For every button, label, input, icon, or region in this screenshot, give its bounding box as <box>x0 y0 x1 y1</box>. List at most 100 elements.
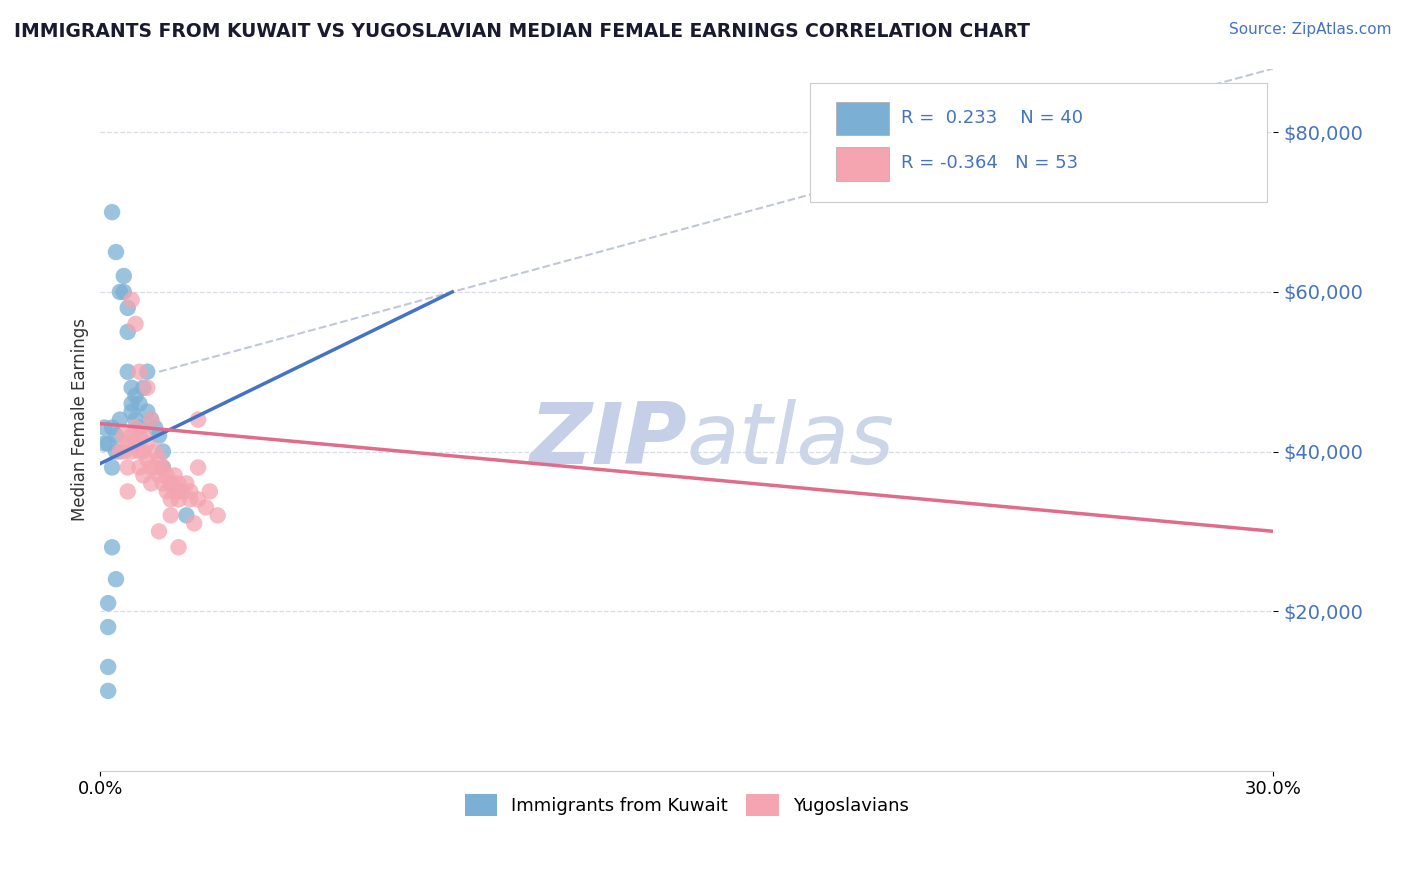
Point <box>159 508 181 523</box>
Point <box>121 428 143 442</box>
Point <box>152 460 174 475</box>
Point <box>136 381 159 395</box>
Point <box>121 397 143 411</box>
Point <box>156 484 179 499</box>
Point <box>101 205 124 219</box>
Point <box>121 381 143 395</box>
Point <box>194 500 217 515</box>
Point <box>112 444 135 458</box>
Point <box>132 468 155 483</box>
Point <box>128 428 150 442</box>
Point <box>124 412 146 426</box>
Text: Source: ZipAtlas.com: Source: ZipAtlas.com <box>1229 22 1392 37</box>
Point <box>143 460 166 475</box>
Point <box>141 460 163 475</box>
Point <box>112 428 135 442</box>
Point <box>159 476 181 491</box>
Point <box>101 420 124 434</box>
Point <box>108 444 131 458</box>
Point <box>128 460 150 475</box>
Point <box>97 436 120 450</box>
Point <box>136 452 159 467</box>
Point <box>167 476 190 491</box>
Point <box>187 492 209 507</box>
Point <box>101 460 124 475</box>
Text: ZIP: ZIP <box>529 400 686 483</box>
Text: R =  0.233    N = 40: R = 0.233 N = 40 <box>901 109 1084 127</box>
Point <box>198 484 221 499</box>
Point <box>112 285 135 299</box>
Point <box>172 484 194 499</box>
Point <box>136 404 159 418</box>
Text: IMMIGRANTS FROM KUWAIT VS YUGOSLAVIAN MEDIAN FEMALE EARNINGS CORRELATION CHART: IMMIGRANTS FROM KUWAIT VS YUGOSLAVIAN ME… <box>14 22 1031 41</box>
Point <box>104 428 127 442</box>
Point <box>187 460 209 475</box>
Point <box>112 268 135 283</box>
Point <box>159 476 181 491</box>
Point <box>117 325 139 339</box>
Point <box>148 524 170 539</box>
Point <box>179 492 201 507</box>
Point <box>104 245 127 260</box>
Point <box>97 660 120 674</box>
Point <box>101 541 124 555</box>
Point <box>132 444 155 458</box>
Point <box>117 436 139 450</box>
Point <box>187 412 209 426</box>
Point <box>141 412 163 426</box>
Point <box>152 444 174 458</box>
Point <box>179 484 201 499</box>
Point <box>108 412 131 426</box>
Point <box>136 436 159 450</box>
Point <box>128 444 150 458</box>
Y-axis label: Median Female Earnings: Median Female Earnings <box>72 318 89 521</box>
FancyBboxPatch shape <box>835 147 889 181</box>
Point <box>93 436 115 450</box>
Point <box>159 492 181 507</box>
Point <box>104 444 127 458</box>
Point <box>207 508 229 523</box>
Point <box>104 572 127 586</box>
Point <box>128 365 150 379</box>
Point <box>121 404 143 418</box>
Point <box>108 285 131 299</box>
FancyBboxPatch shape <box>810 83 1267 202</box>
Point <box>141 476 163 491</box>
Point <box>124 389 146 403</box>
Point <box>167 484 190 499</box>
Point <box>148 468 170 483</box>
Point <box>117 484 139 499</box>
Legend: Immigrants from Kuwait, Yugoslavians: Immigrants from Kuwait, Yugoslavians <box>456 785 918 825</box>
Text: R = -0.364   N = 53: R = -0.364 N = 53 <box>901 154 1078 172</box>
Point <box>132 428 155 442</box>
Point <box>124 436 146 450</box>
Point <box>143 420 166 434</box>
Point <box>124 420 146 434</box>
Point <box>152 460 174 475</box>
Point <box>176 476 198 491</box>
Point <box>136 365 159 379</box>
Point <box>132 381 155 395</box>
Point <box>97 684 120 698</box>
Point <box>121 293 143 307</box>
Point <box>128 397 150 411</box>
Point <box>183 516 205 531</box>
Point <box>117 365 139 379</box>
Point <box>121 444 143 458</box>
Point <box>176 508 198 523</box>
FancyBboxPatch shape <box>835 102 889 136</box>
Point <box>167 492 190 507</box>
Point <box>148 452 170 467</box>
Point <box>124 317 146 331</box>
Point <box>93 420 115 434</box>
Point <box>156 468 179 483</box>
Text: atlas: atlas <box>686 400 894 483</box>
Point <box>167 541 190 555</box>
Point <box>163 484 186 499</box>
Point <box>148 428 170 442</box>
Point <box>143 444 166 458</box>
Point <box>152 476 174 491</box>
Point <box>97 596 120 610</box>
Point <box>141 412 163 426</box>
Point <box>117 460 139 475</box>
